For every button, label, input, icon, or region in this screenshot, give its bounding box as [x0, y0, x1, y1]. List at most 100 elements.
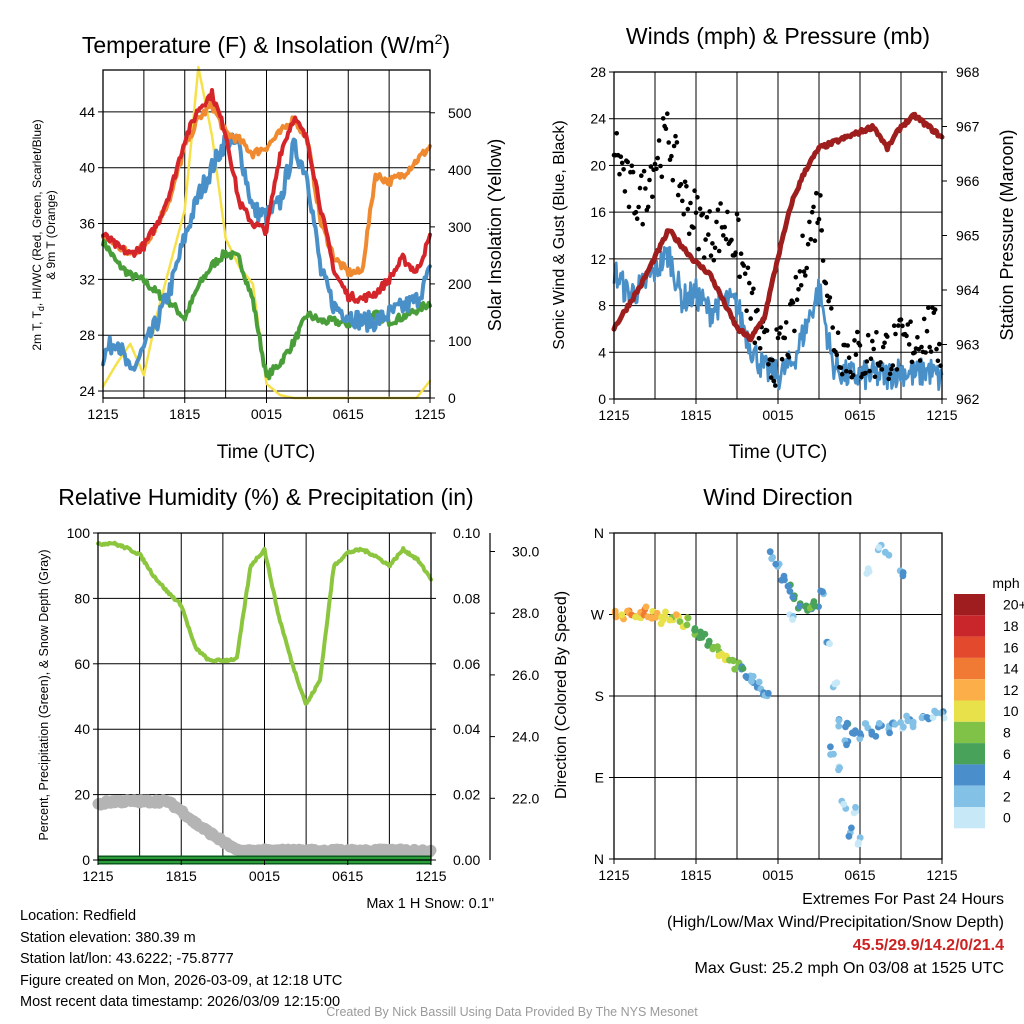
precip-ytick-label: 0.00 — [453, 852, 480, 868]
gust-point — [891, 323, 897, 329]
gust-point — [678, 182, 684, 187]
gust-point — [688, 200, 693, 206]
info-recent: Most recent data timestamp: 2026/03/09 1… — [20, 994, 341, 1010]
direction-point — [872, 732, 880, 740]
direction-point — [835, 722, 843, 730]
gust-point — [658, 163, 663, 169]
direction-point — [742, 673, 750, 680]
temp-ytick-label: 44 — [79, 104, 95, 120]
gust-point — [924, 328, 930, 334]
gust-point — [736, 217, 741, 223]
gust-point — [868, 356, 874, 362]
gust-point — [934, 346, 939, 352]
gust-point — [848, 369, 853, 375]
gust-point — [898, 317, 904, 322]
gust-point — [919, 344, 924, 350]
gust-point — [696, 246, 701, 252]
gust-point — [618, 154, 624, 159]
gust-point — [906, 342, 912, 347]
gust-point — [674, 140, 680, 145]
gust-point — [786, 354, 792, 360]
humidity-ylabel: Percent, Precipitation (Green), & Snow D… — [37, 549, 51, 840]
gust-point — [756, 335, 762, 341]
direction-point — [789, 593, 797, 601]
gust-point — [666, 140, 671, 145]
wind-y2tick-label: 967 — [956, 119, 980, 135]
gust-point — [693, 210, 699, 216]
legend-label: 16 — [1003, 639, 1019, 655]
gust-point — [798, 283, 804, 288]
gust-point — [654, 166, 659, 172]
direction-point — [875, 720, 883, 727]
gust-point — [773, 383, 778, 388]
gust-point — [706, 232, 711, 237]
gust-point — [778, 325, 783, 330]
wind-ytick-label: 28 — [590, 64, 606, 80]
wind-ytick-label: 20 — [590, 157, 606, 173]
temp-xtick-label: 1215 — [414, 406, 445, 422]
gust-point — [838, 365, 844, 371]
dir-ytick-label: S — [595, 688, 604, 704]
direction-point — [764, 689, 772, 697]
direction-point — [933, 709, 940, 717]
gust-point — [741, 263, 747, 268]
gust-point — [625, 159, 630, 165]
winds-xlabel: Time (UTC) — [729, 442, 828, 463]
gust-point — [893, 331, 898, 337]
direction-point — [918, 714, 926, 722]
legend-swatch — [954, 615, 985, 637]
rh-xtick-label: 1215 — [415, 868, 446, 884]
gust-point — [834, 352, 840, 358]
precip-ytick-label: 0.08 — [453, 590, 480, 606]
direction-point — [704, 642, 712, 649]
dir-ytick-label: N — [594, 851, 604, 867]
gust-point — [680, 198, 685, 204]
gust-point — [648, 164, 654, 169]
gust-point — [829, 306, 834, 311]
gust-point — [673, 133, 678, 139]
gust-point — [710, 241, 715, 246]
gust-point — [878, 360, 883, 365]
gust-point — [703, 237, 708, 242]
snow-depth-line — [92, 794, 437, 859]
legend-swatch — [954, 764, 985, 786]
legend-swatch — [954, 679, 985, 701]
extremes-box: Extremes For Past 24 Hours (High/Low/Max… — [667, 888, 1004, 980]
gust-point — [926, 305, 931, 311]
gust-point — [667, 157, 673, 162]
gust-point — [671, 143, 677, 149]
direction-point — [826, 640, 833, 648]
gust-point — [715, 207, 721, 213]
winds-title: Winds (mph) & Pressure (mb) — [626, 23, 930, 49]
gust-point — [639, 173, 644, 178]
gust-point — [805, 241, 811, 247]
legend-swatch — [954, 594, 985, 616]
gust-point — [636, 204, 641, 210]
gust-point — [853, 352, 859, 358]
direction-point — [642, 603, 650, 611]
gust-point — [748, 316, 753, 321]
direction-point — [831, 680, 839, 688]
legend-label: 10 — [1003, 703, 1019, 719]
info-location: Location: Redfield — [20, 908, 137, 924]
gust-point — [643, 186, 648, 191]
gust-point — [917, 358, 923, 363]
direction-point — [657, 620, 665, 628]
gust-point — [670, 177, 676, 183]
gust-point — [886, 376, 891, 382]
legend-swatch — [954, 657, 985, 680]
credit-line: Created By Nick Bassill Using Data Provi… — [326, 1005, 698, 1019]
gust-point — [647, 177, 652, 183]
wind-y2tick-label: 962 — [956, 391, 980, 407]
dir-ytick-label: W — [591, 607, 605, 623]
direction-point — [897, 719, 904, 726]
wind-y2tick-label: 966 — [956, 173, 980, 189]
info-elevation: Station elevation: 380.39 m — [20, 929, 196, 946]
gust-point — [900, 323, 905, 329]
gust-point — [770, 357, 775, 363]
temp-xtick-label: 1815 — [169, 406, 200, 422]
gust-point — [812, 238, 818, 243]
gust-point — [820, 258, 826, 263]
gust-point — [640, 221, 645, 227]
